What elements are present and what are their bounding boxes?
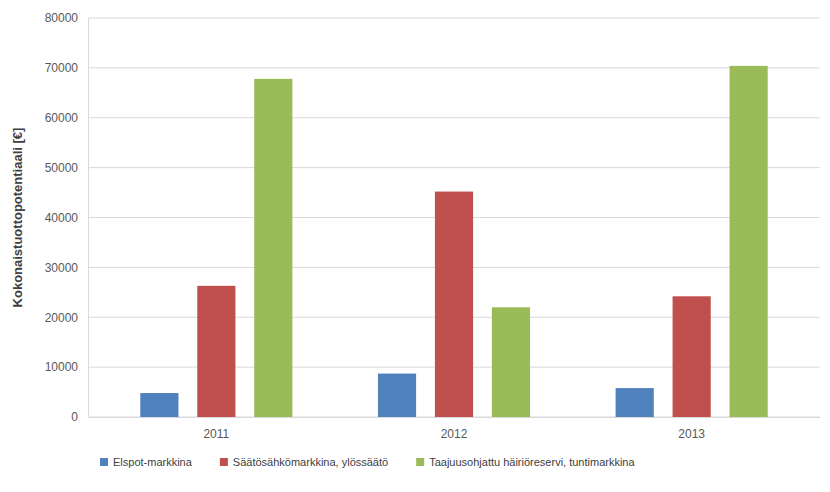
y-tick-label: 20000 [45, 311, 79, 325]
y-tick: 30000 [45, 261, 88, 275]
legend-item: Taajuusohjattu häiriöreservi, tuntimarkk… [416, 456, 635, 468]
x-tick-label: 2011 [203, 427, 229, 441]
y-tick: 50000 [45, 161, 88, 175]
grid-line [88, 18, 820, 19]
legend-label: Taajuusohjattu häiriöreservi, tuntimarkk… [429, 456, 635, 468]
x-tick-label: 2013 [678, 427, 705, 441]
legend-swatch [220, 458, 228, 466]
y-tick: 10000 [45, 360, 88, 374]
legend-swatch [100, 458, 108, 466]
bar [492, 307, 530, 417]
y-tick-label: 50000 [45, 161, 79, 175]
y-tick-label: 30000 [45, 261, 79, 275]
x-tick: 2011 [203, 417, 229, 441]
y-tick: 80000 [45, 11, 88, 25]
x-tick: 2013 [678, 417, 705, 441]
plot-area: 0 10000 20000 30000 40000 50000 60000 70000 8000… [45, 11, 821, 440]
y-tick-label: 10000 [45, 360, 79, 374]
y-tick-label: 80000 [45, 11, 79, 25]
bar [378, 374, 416, 417]
x-axis-line [89, 417, 821, 418]
x-tick: 2012 [441, 417, 468, 441]
y-axis-title: Kokonaistuottopotentiaali [€] [10, 128, 25, 308]
y-axis-line [88, 19, 89, 418]
y-tick: 40000 [45, 211, 88, 225]
chart: 0 10000 20000 30000 40000 50000 60000 70000 8000… [0, 0, 830, 492]
y-tick-label: 70000 [45, 61, 79, 75]
y-tick-label: 60000 [45, 111, 79, 125]
legend-label: Säätösähkömarkkina, ylössäätö [233, 456, 388, 468]
legend-label: Elspot-markkina [113, 456, 193, 468]
bar [140, 393, 178, 417]
legend: Elspot-markkina Säätösähkömarkkina, ylöss… [100, 456, 635, 468]
bars [140, 66, 767, 417]
bar [730, 66, 768, 417]
y-tick: 20000 [45, 311, 88, 325]
bar [616, 388, 654, 417]
y-tick-label: 40000 [45, 211, 79, 225]
legend-item: Elspot-markkina [100, 456, 193, 468]
grid-line [88, 67, 820, 68]
grid-line [88, 117, 820, 118]
y-axis: 0 10000 20000 30000 40000 50000 60000 70000 8000… [45, 11, 89, 424]
bar [435, 192, 473, 417]
grid [88, 18, 820, 417]
bar [254, 79, 292, 417]
y-tick: 70000 [45, 61, 88, 75]
series [254, 66, 767, 417]
y-tick-label: 0 [71, 410, 78, 424]
bar [197, 286, 235, 417]
legend-item: Säätösähkömarkkina, ylössäätö [220, 456, 388, 468]
x-axis: 2011 2012 2013 [89, 417, 821, 441]
legend-swatch [416, 458, 424, 466]
x-tick-label: 2012 [441, 427, 468, 441]
grid-line [88, 167, 820, 168]
bar [673, 296, 711, 417]
y-tick: 0 [71, 410, 88, 424]
y-tick: 60000 [45, 111, 88, 125]
